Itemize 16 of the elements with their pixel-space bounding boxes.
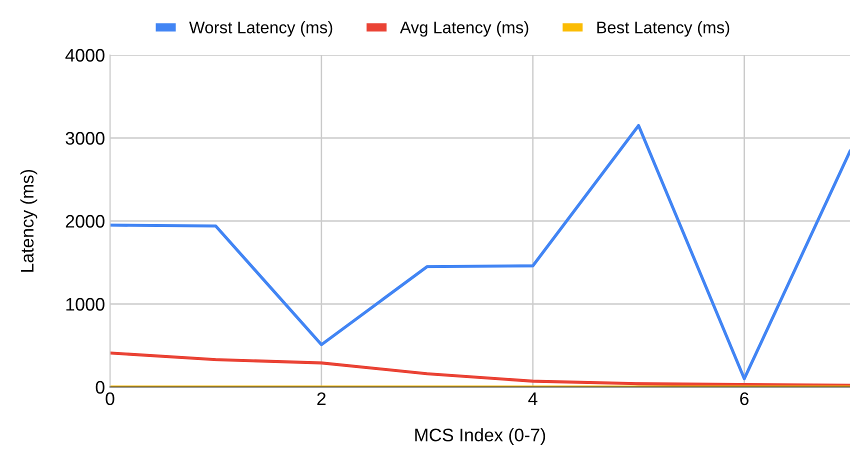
legend-label: Avg Latency (ms)	[400, 21, 528, 37]
x-axis-title: MCS Index (0-7)	[415, 428, 546, 445]
y-tick-label: 0	[96, 380, 104, 394]
x-tick-label: 2	[317, 392, 326, 405]
x-tick-label: 0	[106, 392, 114, 406]
x-tick-label: 6	[740, 392, 749, 406]
legend-label: Best Latency (ms)	[597, 21, 730, 37]
x-tick-label: 4	[528, 392, 538, 405]
y-tick-label: 1000	[66, 298, 104, 311]
line-series	[110, 124, 850, 380]
y-axis-title: Latency (ms)	[20, 170, 38, 272]
y-tick-label: 4000	[65, 48, 104, 62]
y-tick-label: 3000	[66, 132, 104, 145]
line-series	[110, 351, 850, 387]
legend-label: Worst Latency (ms)	[189, 21, 332, 37]
y-tick-label: 2000	[66, 214, 104, 228]
